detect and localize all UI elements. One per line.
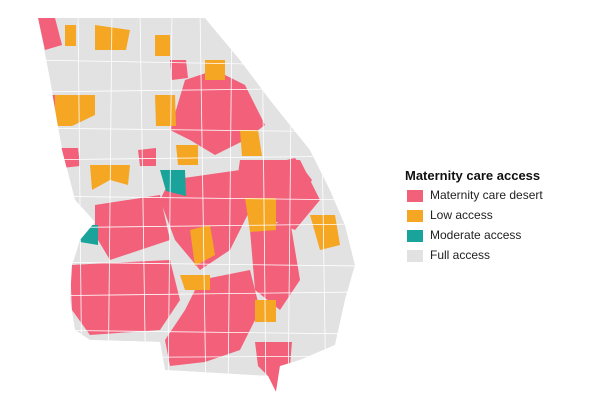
county-region	[255, 300, 276, 322]
county-region	[190, 225, 215, 266]
county-region	[205, 60, 225, 80]
county-region	[155, 95, 176, 126]
legend-swatch	[407, 190, 423, 202]
legend: Maternity care access Maternity care des…	[405, 168, 543, 262]
county-region	[165, 270, 260, 366]
legend-label: Moderate access	[430, 228, 521, 242]
county-region	[38, 18, 62, 50]
legend-swatch	[407, 250, 423, 262]
county-region	[265, 158, 312, 200]
county-region	[55, 95, 95, 126]
county-region	[155, 35, 170, 56]
county-region	[138, 148, 156, 166]
legend-swatch	[407, 230, 423, 242]
county-region	[180, 275, 210, 290]
county-region	[240, 130, 262, 156]
county-region	[170, 60, 188, 80]
county-region	[95, 195, 170, 260]
county-region	[60, 148, 80, 168]
legend-label: Low access	[430, 208, 493, 222]
legend-title: Maternity care access	[405, 168, 540, 183]
legend-label: Full access	[430, 248, 490, 262]
county-region	[78, 225, 98, 245]
state-map	[38, 18, 355, 392]
legend-swatch	[407, 210, 423, 222]
county-region	[255, 342, 292, 392]
county-region	[310, 215, 340, 250]
county-region	[176, 145, 198, 165]
legend-label: Maternity care desert	[430, 188, 543, 202]
county-region	[95, 25, 130, 50]
county-region	[65, 25, 76, 46]
county-region	[70, 260, 180, 335]
county-region	[245, 198, 276, 232]
county-region	[160, 170, 186, 196]
